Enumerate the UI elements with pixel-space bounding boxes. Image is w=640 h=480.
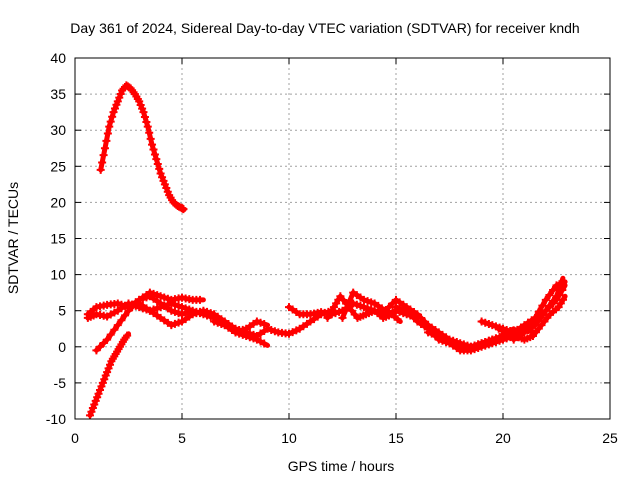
data-point xyxy=(142,117,151,126)
data-point xyxy=(149,145,158,154)
data-point xyxy=(102,136,111,145)
data-point xyxy=(342,305,351,314)
data-point xyxy=(106,117,115,126)
data-point xyxy=(158,173,167,182)
data-point xyxy=(135,97,144,106)
data-point xyxy=(98,378,107,387)
y-tick-label: 15 xyxy=(50,231,66,247)
y-tick-label: -10 xyxy=(46,411,66,427)
data-point xyxy=(95,386,104,395)
data-point xyxy=(87,407,96,416)
data-point xyxy=(103,335,112,344)
data-series xyxy=(83,81,568,420)
data-point xyxy=(110,104,119,113)
series-arc-e xyxy=(210,317,271,348)
data-point xyxy=(195,295,204,304)
data-point xyxy=(115,93,124,102)
data-point xyxy=(100,144,109,153)
x-tick-label: 10 xyxy=(281,430,297,446)
x-tick-label: 5 xyxy=(178,430,186,446)
data-point xyxy=(140,113,149,122)
data-point xyxy=(545,290,554,299)
x-tick-label: 20 xyxy=(495,430,511,446)
y-tick-label: 30 xyxy=(50,122,66,138)
y-tick-label: 25 xyxy=(50,158,66,174)
data-point xyxy=(94,389,103,398)
data-point xyxy=(110,325,119,334)
data-point xyxy=(91,396,100,405)
data-point xyxy=(179,205,188,214)
x-tick-label: 25 xyxy=(602,430,618,446)
data-point xyxy=(150,150,159,159)
data-point xyxy=(393,315,402,324)
series-line xyxy=(511,282,568,343)
y-tick-label: 35 xyxy=(50,86,66,102)
chart-title: Day 361 of 2024, Sidereal Day-to-day VTE… xyxy=(70,20,579,36)
data-point xyxy=(108,112,117,121)
data-point xyxy=(538,311,547,320)
data-point xyxy=(338,313,347,322)
data-point xyxy=(109,108,118,117)
data-point xyxy=(555,290,564,299)
data-point xyxy=(552,295,561,304)
data-point xyxy=(541,295,550,304)
y-tick-label: 10 xyxy=(50,267,66,283)
y-tick-label: 5 xyxy=(58,303,66,319)
series-arc-peak xyxy=(96,81,188,214)
data-point xyxy=(123,331,132,340)
y-axis-label: SDTVAR / TECUs xyxy=(5,182,21,294)
data-point xyxy=(106,330,115,339)
data-point xyxy=(156,169,165,178)
data-point xyxy=(162,184,171,193)
data-point xyxy=(99,151,108,160)
data-point xyxy=(160,180,169,189)
y-tick-label: 40 xyxy=(50,50,66,66)
data-point xyxy=(538,301,547,310)
data-point xyxy=(105,122,114,131)
data-point xyxy=(146,134,155,143)
data-point xyxy=(117,316,126,325)
data-point xyxy=(260,339,269,348)
series-arc-m xyxy=(509,282,568,344)
data-point xyxy=(136,101,145,110)
data-point xyxy=(531,321,540,330)
data-point xyxy=(96,165,105,174)
data-point xyxy=(113,321,122,330)
data-point xyxy=(103,368,112,377)
x-tick-label: 15 xyxy=(388,430,404,446)
data-point xyxy=(145,128,154,137)
x-tick-label: 0 xyxy=(71,430,79,446)
series-arc-rise xyxy=(85,331,132,420)
data-point xyxy=(121,311,130,320)
data-point xyxy=(345,296,354,305)
x-axis-label: GPS time / hours xyxy=(288,458,395,474)
data-point xyxy=(139,108,148,117)
data-point xyxy=(549,286,558,295)
data-point xyxy=(100,375,109,384)
data-point xyxy=(534,316,543,325)
data-point xyxy=(85,411,94,420)
data-point xyxy=(103,129,112,138)
data-point xyxy=(98,158,107,167)
data-point xyxy=(113,97,122,106)
grid-lines xyxy=(75,58,610,419)
data-point xyxy=(558,286,567,295)
data-point xyxy=(260,319,269,328)
y-tick-label: -5 xyxy=(54,375,67,391)
data-point xyxy=(90,400,99,409)
y-tick-label: 0 xyxy=(58,339,66,355)
data-point xyxy=(148,140,157,149)
data-point xyxy=(152,155,161,164)
data-point xyxy=(155,164,164,173)
y-tick-label: 20 xyxy=(50,194,66,210)
data-point xyxy=(153,159,162,168)
axis-ticks: 0 5 10 15 20 25 -10 -5 0 5 10 15 20 25 30 35 40 xyxy=(46,50,618,446)
data-point xyxy=(104,364,113,373)
data-point xyxy=(143,122,152,131)
